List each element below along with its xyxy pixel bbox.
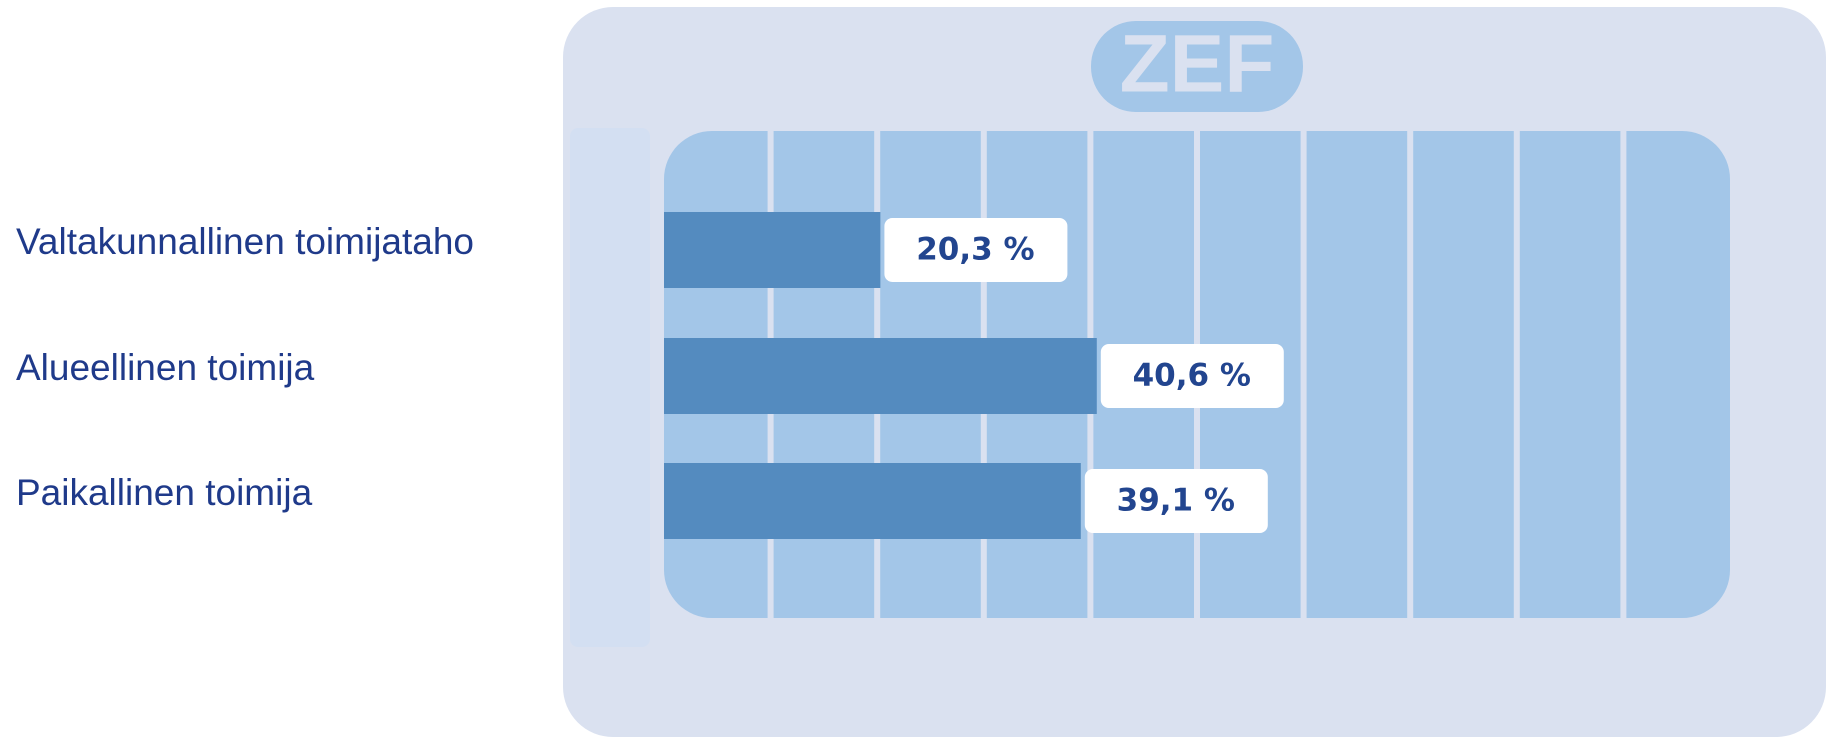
logo: ZEF (1120, 19, 1275, 110)
value-label-box (884, 218, 1068, 282)
value-label: 20,3 % (916, 232, 1034, 268)
value-label: 40,6 % (1133, 358, 1251, 394)
side-strip (570, 128, 650, 647)
category-label: Valtakunnallinen toimijataho (16, 221, 474, 262)
value-label-box (1084, 469, 1268, 533)
value-label: 39,1 % (1117, 483, 1235, 519)
bar (664, 212, 881, 288)
category-label: Alueellinen toimija (16, 347, 315, 388)
category-label: Paikallinen toimija (16, 472, 313, 513)
bar (664, 338, 1097, 414)
value-label-box (1100, 344, 1284, 408)
bar (664, 463, 1081, 539)
logo-pill (1091, 21, 1303, 112)
